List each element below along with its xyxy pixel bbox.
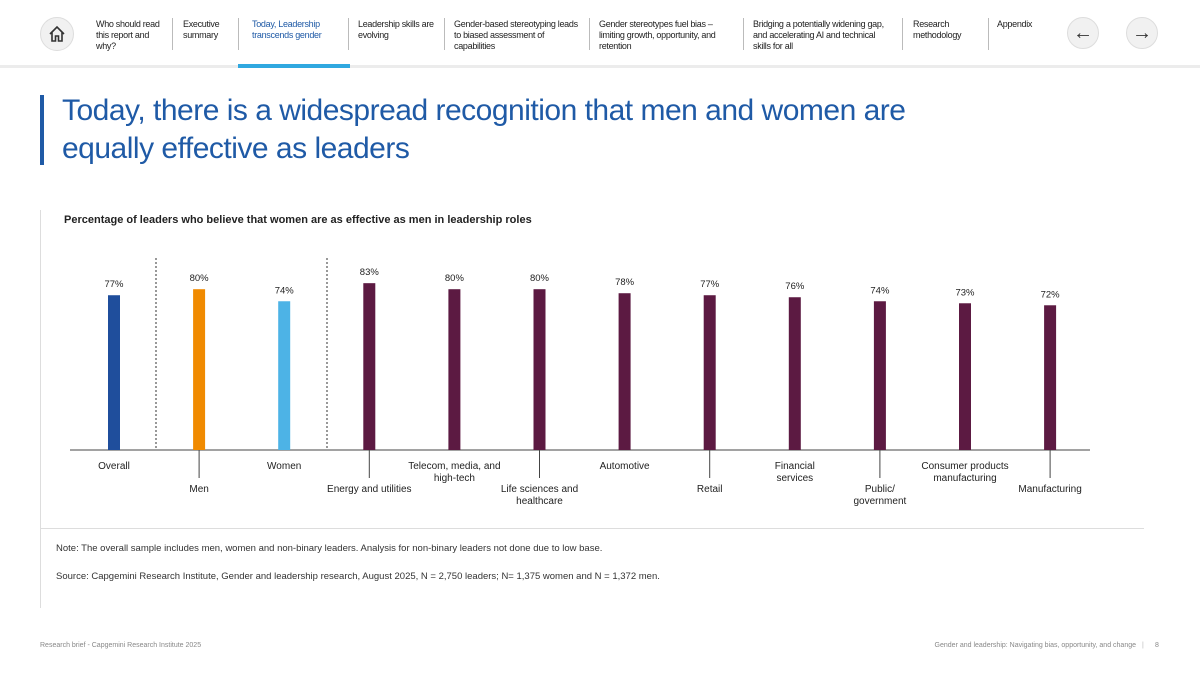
bar bbox=[618, 293, 631, 450]
nav-divider bbox=[444, 18, 445, 50]
category-label: Telecom, media, and bbox=[408, 461, 500, 472]
category-label: high-tech bbox=[434, 473, 475, 484]
category-label: manufacturing bbox=[933, 473, 996, 484]
category-label: healthcare bbox=[516, 496, 563, 507]
bar bbox=[448, 289, 461, 450]
home-button[interactable] bbox=[40, 17, 74, 51]
active-tab-indicator bbox=[238, 64, 350, 68]
divider bbox=[40, 528, 1144, 529]
data-label: 80% bbox=[190, 273, 210, 284]
data-label: 77% bbox=[104, 279, 124, 290]
nav-today-leadership[interactable]: Today, Leadership transcends gender bbox=[252, 19, 322, 40]
nav-appendix[interactable]: Appendix bbox=[997, 19, 1033, 29]
category-label: Overall bbox=[98, 461, 130, 472]
bar bbox=[703, 295, 716, 450]
nav-executive-summary[interactable]: Executive summary bbox=[183, 19, 220, 40]
bar bbox=[959, 303, 971, 450]
footer-left: Research brief - Capgemini Research Inst… bbox=[40, 642, 202, 649]
nav-gender-stereotyping[interactable]: Gender-based stereotyping leads to biase… bbox=[454, 19, 578, 51]
footer-separator: | bbox=[1142, 642, 1144, 649]
category-label: government bbox=[853, 496, 906, 507]
data-label: 74% bbox=[275, 285, 295, 296]
bar bbox=[363, 283, 376, 450]
page-number: 8 bbox=[1155, 642, 1159, 649]
nav-divider bbox=[902, 18, 903, 50]
chart-source: Source: Capgemini Research Institute, Ge… bbox=[56, 571, 660, 582]
data-label: 78% bbox=[615, 277, 635, 288]
category-label: Life sciences and bbox=[501, 484, 578, 495]
nav-divider bbox=[743, 18, 744, 50]
bar bbox=[533, 289, 546, 450]
category-label: Financial bbox=[775, 461, 815, 472]
home-icon bbox=[49, 25, 65, 42]
category-label: Retail bbox=[697, 484, 723, 495]
bar bbox=[788, 297, 801, 450]
data-label: 72% bbox=[1041, 289, 1061, 300]
data-label: 74% bbox=[870, 285, 890, 296]
nav-research-methodology[interactable]: Research methodology bbox=[913, 19, 962, 40]
bar bbox=[193, 289, 206, 450]
bar bbox=[873, 301, 886, 450]
arrow-right-icon: → bbox=[1132, 21, 1152, 44]
category-label: Women bbox=[267, 461, 301, 472]
title-accent-bar bbox=[40, 95, 44, 165]
nav-leadership-skills[interactable]: Leadership skills are evolving bbox=[358, 19, 434, 40]
previous-page-button[interactable]: ← bbox=[1067, 17, 1099, 49]
nav-who-should-read[interactable]: Who should read this report and why? bbox=[96, 19, 160, 51]
arrow-left-icon: ← bbox=[1073, 21, 1093, 44]
category-label: Men bbox=[189, 484, 208, 495]
content-divider bbox=[40, 210, 41, 608]
nav-divider bbox=[988, 18, 989, 50]
data-label: 77% bbox=[700, 279, 720, 290]
nav-bridging-gap[interactable]: Bridging a potentially widening gap, and… bbox=[753, 19, 884, 51]
data-label: 83% bbox=[360, 267, 380, 278]
category-label: services bbox=[776, 473, 813, 484]
next-page-button[interactable]: → bbox=[1126, 17, 1158, 49]
data-label: 80% bbox=[445, 273, 465, 284]
data-label: 76% bbox=[785, 281, 805, 292]
bar bbox=[108, 295, 120, 450]
nav-stereotypes-fuel-bias[interactable]: Gender stereotypes fuel bias – limiting … bbox=[599, 19, 716, 51]
footer-right: Gender and leadership: Navigating bias, … bbox=[934, 642, 1136, 649]
category-label: Public/ bbox=[865, 484, 895, 495]
page-title: Today, there is a widespread recognition… bbox=[62, 94, 906, 165]
data-label: 80% bbox=[530, 273, 550, 284]
chart-note: Note: The overall sample includes men, w… bbox=[56, 543, 603, 554]
category-label: Consumer products bbox=[921, 461, 1008, 472]
category-label: Automotive bbox=[600, 461, 650, 472]
nav-divider bbox=[172, 18, 173, 50]
nav-divider bbox=[589, 18, 590, 50]
nav-divider bbox=[348, 18, 349, 50]
category-label: Energy and utilities bbox=[327, 484, 412, 495]
category-label: Manufacturing bbox=[1018, 484, 1081, 495]
data-label: 73% bbox=[955, 287, 975, 298]
bar bbox=[278, 301, 291, 450]
nav-divider bbox=[238, 18, 239, 50]
bar bbox=[1044, 305, 1057, 450]
chart-title: Percentage of leaders who believe that w… bbox=[64, 214, 532, 226]
top-navigation: Who should read this report and why? Exe… bbox=[0, 0, 1200, 68]
